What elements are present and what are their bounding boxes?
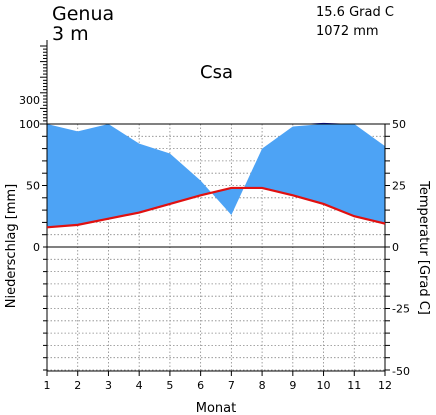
precip-tick-label: 50: [26, 180, 40, 193]
climate-class: Csa: [200, 62, 233, 83]
temperature-line-layer: [46, 186, 386, 229]
station-elevation: 3 m: [52, 23, 89, 45]
month-label: 12: [378, 379, 392, 392]
temp-tick-label: 25: [392, 180, 406, 193]
month-label: 7: [228, 379, 235, 392]
mean-temperature: 15.6 Grad C: [316, 5, 394, 20]
month-label: 5: [166, 379, 173, 392]
month-label: 9: [289, 379, 296, 392]
station-name: Genua: [52, 3, 114, 25]
temp-tick-label: -50: [392, 365, 410, 378]
month-label: 6: [197, 379, 204, 392]
precipitation-fill-layer: [47, 122, 385, 228]
month-label: 2: [74, 379, 81, 392]
x-axis-label: Monat: [196, 401, 236, 415]
temperature-line: [46, 186, 386, 229]
left-axis-label: Niederschlag [mm]: [4, 184, 19, 309]
precipitation-humid-area: [47, 124, 385, 228]
month-label: 1: [44, 379, 51, 392]
right-axis-label: Temperatur [Grad C]: [416, 180, 431, 315]
axis-layer: [40, 40, 390, 376]
month-label: 4: [136, 379, 143, 392]
temp-tick-label: 50: [392, 118, 406, 131]
temp-tick-label: 0: [392, 241, 399, 254]
temp-tick-label: -25: [392, 303, 410, 316]
month-label: 10: [317, 379, 331, 392]
month-label: 11: [347, 379, 361, 392]
month-label: 8: [259, 379, 266, 392]
precip-tick-label: 0: [33, 241, 40, 254]
annual-precipitation: 1072 mm: [316, 24, 379, 39]
month-label: 3: [105, 379, 112, 392]
precip-tick-label: 300: [19, 94, 40, 107]
precip-tick-label: 100: [19, 118, 40, 131]
